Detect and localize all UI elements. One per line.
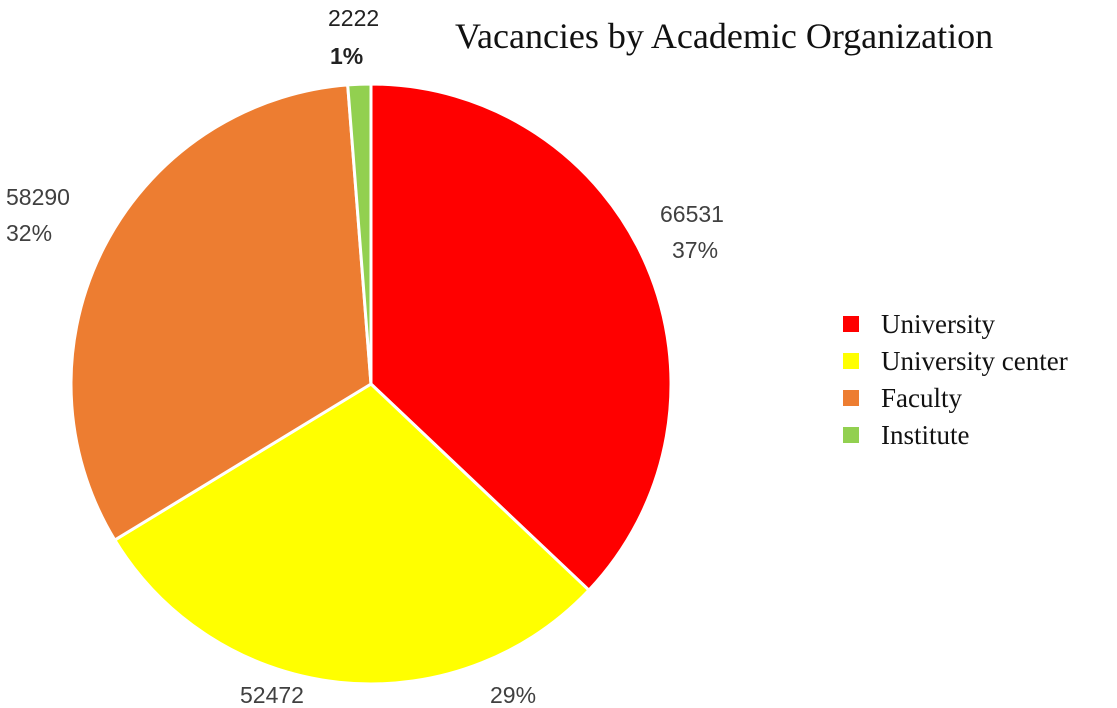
legend-swatch bbox=[843, 316, 859, 332]
pie-slice-university bbox=[369, 82, 673, 593]
value-label: 2222 bbox=[328, 5, 379, 31]
pie-slice-faculty bbox=[69, 83, 373, 543]
legend-swatch bbox=[843, 390, 859, 406]
pie-slice-university-center bbox=[112, 382, 592, 686]
chart-title: Vacancies by Academic Organization bbox=[455, 16, 993, 56]
percent-label: 32% bbox=[6, 220, 52, 246]
percent-label: 37% bbox=[672, 237, 718, 263]
percent-label: 1% bbox=[330, 43, 363, 69]
legend-label: Faculty bbox=[881, 383, 962, 413]
legend-swatch bbox=[843, 427, 859, 443]
legend-label: Institute bbox=[881, 420, 970, 450]
value-label: 66531 bbox=[660, 201, 724, 227]
value-label: 58290 bbox=[6, 184, 70, 210]
data-labels: 66531 37% 52472 29% 58290 32% 2222 1% bbox=[6, 5, 724, 708]
legend: University University center Faculty Instit… bbox=[843, 309, 1068, 450]
pie-slices bbox=[69, 82, 673, 686]
pie-slice-institute bbox=[346, 82, 373, 385]
legend-label: University center bbox=[881, 346, 1068, 376]
legend-swatch bbox=[843, 353, 859, 369]
legend-label: University bbox=[881, 309, 995, 339]
value-label: 52472 bbox=[240, 682, 304, 708]
percent-label: 29% bbox=[490, 682, 536, 708]
